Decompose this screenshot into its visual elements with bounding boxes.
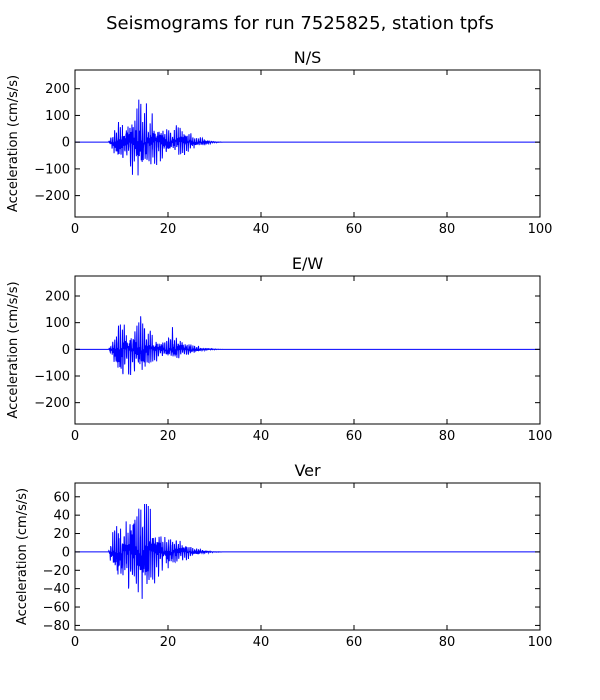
y-tick-label: 40 — [53, 509, 70, 524]
series-line — [75, 504, 540, 599]
axes-frame — [74, 275, 541, 425]
y-tick-label: 0 — [62, 545, 70, 560]
y-tick-label: −200 — [34, 396, 70, 411]
x-tick-label: 100 — [528, 429, 553, 444]
x-tick-label: 0 — [71, 429, 79, 444]
axes-frame — [74, 69, 541, 218]
x-tick-label: 20 — [160, 222, 177, 237]
y-tick-label: −60 — [43, 601, 70, 616]
y-axis-label: Acceleration (cm/s/s) — [6, 75, 21, 212]
subplot-title: N/S — [294, 48, 322, 67]
y-tick-label: −100 — [34, 162, 70, 177]
x-tick-label: 100 — [528, 222, 553, 237]
x-tick-label: 60 — [346, 222, 363, 237]
x-tick-label: 0 — [71, 635, 79, 650]
subplot-title: Ver — [294, 461, 321, 480]
y-tick-label: 100 — [45, 316, 70, 331]
x-tick-label: 20 — [160, 635, 177, 650]
y-tick-label: −80 — [43, 619, 70, 634]
y-tick-label: 0 — [62, 343, 70, 358]
y-tick-label: −200 — [34, 189, 70, 204]
y-tick-label: 200 — [45, 290, 70, 305]
y-axis-label: Acceleration (cm/s/s) — [6, 281, 21, 418]
x-tick-label: 80 — [439, 429, 456, 444]
y-tick-label: −40 — [43, 582, 70, 597]
y-tick-label: −20 — [43, 564, 70, 579]
y-tick-label: 100 — [45, 109, 70, 124]
x-tick-label: 80 — [439, 222, 456, 237]
y-tick-label: 200 — [45, 82, 70, 97]
x-tick-label: 60 — [346, 635, 363, 650]
axes-frame — [74, 482, 541, 631]
x-tick-label: 20 — [160, 429, 177, 444]
x-tick-label: 60 — [346, 429, 363, 444]
x-tick-label: 40 — [253, 429, 270, 444]
subplot-3: Ver Acceleration (cm/s/s) 0 20 40 60 80 100 60 40… — [15, 461, 552, 650]
y-tick-label: −100 — [34, 370, 70, 385]
y-tick-label: 20 — [53, 527, 70, 542]
subplot-title: E/W — [292, 254, 324, 273]
x-tick-label: 40 — [253, 635, 270, 650]
subplot-1: N/S Acceleration (cm/s/s) 0 20 40 60 80 100 200 1… — [6, 48, 552, 237]
series-line — [75, 316, 540, 375]
subplot-2: E/W Acceleration (cm/s/s) 0 20 40 60 80 100 200 1… — [6, 254, 552, 444]
y-axis-label: Acceleration (cm/s/s) — [15, 488, 30, 625]
y-tick-label: 0 — [62, 136, 70, 151]
x-tick-label: 0 — [71, 222, 79, 237]
x-tick-label: 40 — [253, 222, 270, 237]
x-tick-label: 80 — [439, 635, 456, 650]
x-tick-label: 100 — [528, 635, 553, 650]
y-tick-label: 60 — [53, 490, 70, 505]
series-line — [75, 99, 540, 176]
figure-title: Seismograms for run 7525825, station tpf… — [106, 13, 494, 34]
